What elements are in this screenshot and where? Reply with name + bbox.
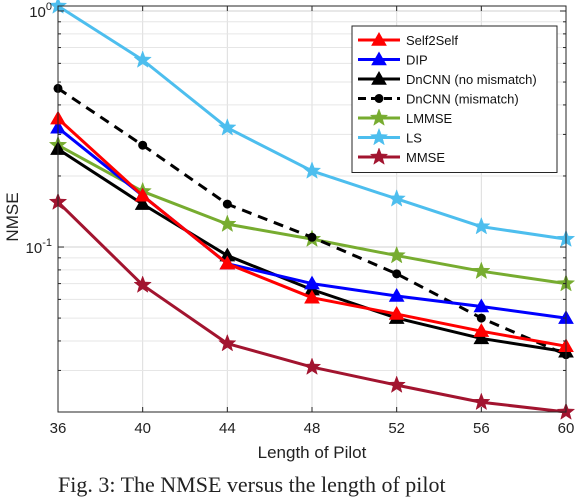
legend-label-self2self: Self2Self xyxy=(406,33,458,48)
point-self2self-48 xyxy=(304,289,320,304)
y-tick-label-10e-1: 10-1 xyxy=(26,237,52,257)
x-tick-label-52: 52 xyxy=(388,420,405,437)
legend-label-lmmse: LMMSE xyxy=(406,111,453,126)
point-dncnn-mismatch-48 xyxy=(307,232,317,242)
point-self2self-56 xyxy=(473,323,490,337)
point-self2self-44 xyxy=(219,255,236,270)
figure-caption: Fig. 3: The NMSE versus the length of pi… xyxy=(58,472,446,497)
point-mmse-52 xyxy=(387,375,406,393)
point-dncnn-mismatch-40 xyxy=(138,140,148,150)
point-lmmse-44 xyxy=(218,214,237,233)
point-mmse-56 xyxy=(472,392,491,411)
point-dncnn-no-mismatch-40 xyxy=(134,196,151,210)
legend-marker-ls xyxy=(369,127,389,146)
legend-item-lmmse: LMMSE xyxy=(358,108,453,126)
point-self2self-40 xyxy=(134,187,151,202)
legend-label-ls: LS xyxy=(406,131,422,146)
legend-item-self2self: Self2Self xyxy=(358,31,458,48)
legend-marker-dncnn-no-mismatch xyxy=(371,70,387,85)
legend-label-dncnn-mismatch: DnCNN (mismatch) xyxy=(406,92,519,107)
legend-label-mmse: MMSE xyxy=(406,150,445,165)
x-axis-label: Length of Pilot xyxy=(258,443,367,462)
legend: Self2Self DIP DnCNN (no mismatch) DnCNN (mi… xyxy=(351,25,558,173)
point-mmse-48 xyxy=(302,357,322,375)
legend-marker-self2self xyxy=(371,31,387,46)
point-ls-40 xyxy=(133,50,152,68)
ticks: 36 40 44 48 52 56 60 10-1 100 xyxy=(26,1,575,437)
series-self2self xyxy=(50,110,574,352)
point-ls-44 xyxy=(218,118,237,136)
legend-marker-dncnn-mismatch xyxy=(374,94,384,103)
x-tick-label-56: 56 xyxy=(473,420,490,437)
x-tick-label-60: 60 xyxy=(558,420,575,437)
point-dip-56 xyxy=(473,298,490,313)
point-ls-52 xyxy=(387,189,406,207)
legend-label-dncnn-no-mismatch: DnCNN (no mismatch) xyxy=(406,72,537,87)
legend-item-ls: LS xyxy=(358,127,422,146)
point-self2self-52 xyxy=(388,306,405,320)
legend-marker-mmse xyxy=(369,147,389,165)
legend-marker-dip xyxy=(371,51,387,66)
point-lmmse-52 xyxy=(387,245,406,264)
point-dncnn-no-mismatch-56 xyxy=(473,330,490,345)
x-tick-label-40: 40 xyxy=(134,420,151,437)
x-tick-label-36: 36 xyxy=(50,420,67,437)
legend-item-dncnn-mismatch: DnCNN (mismatch) xyxy=(358,92,519,107)
point-mmse-44 xyxy=(218,333,237,352)
point-ls-48 xyxy=(302,161,322,179)
point-lmmse-56 xyxy=(472,261,491,280)
legend-item-dip: DIP xyxy=(358,51,428,68)
y-tick-label-10e0: 100 xyxy=(29,1,52,21)
point-dip-52 xyxy=(388,288,405,302)
point-dip-48 xyxy=(304,275,320,290)
point-dncnn-mismatch-52 xyxy=(392,269,402,279)
point-ls-56 xyxy=(472,216,491,235)
legend-label-dip: DIP xyxy=(406,53,428,68)
y-axis-label: NMSE xyxy=(3,192,22,241)
legend-item-mmse: MMSE xyxy=(358,147,445,165)
legend-marker-lmmse xyxy=(369,108,389,126)
x-tick-label-48: 48 xyxy=(304,420,321,437)
point-dncnn-mismatch-56 xyxy=(476,313,486,323)
point-mmse-40 xyxy=(133,275,152,293)
series-group xyxy=(48,0,576,420)
legend-item-dncnn-no-mismatch: DnCNN (no mismatch) xyxy=(358,70,537,87)
x-tick-label-44: 44 xyxy=(219,420,236,437)
point-dncnn-mismatch-44 xyxy=(222,199,232,209)
nmse-chart: 36 40 44 48 52 56 60 10-1 100 Length of Pilot NM… xyxy=(3,0,576,462)
